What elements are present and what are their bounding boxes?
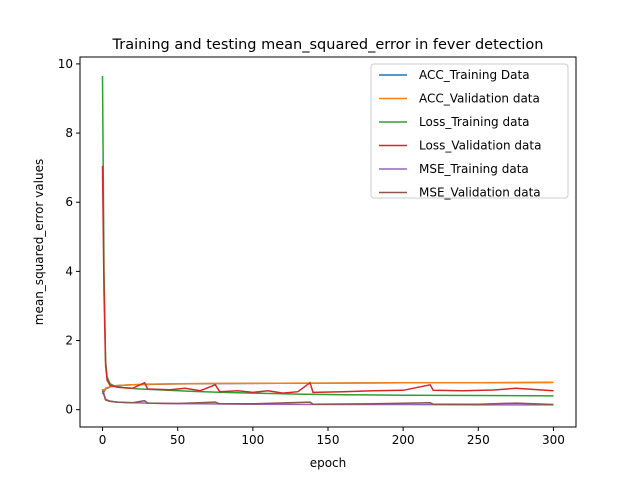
- y-tick-label: 0: [65, 403, 73, 417]
- x-axis: 0 50 100 150 200 250 300: [99, 427, 565, 447]
- legend-label: MSE_Training data: [419, 162, 529, 176]
- chart-title: Training and testing mean_squared_error …: [112, 37, 544, 53]
- legend-label: Loss_Training data: [419, 115, 530, 129]
- series-line-6: [101, 390, 554, 406]
- x-tick-label: 250: [467, 433, 490, 447]
- legend-label: Loss_Validation data: [419, 139, 541, 153]
- legend-label: ACC_Training Data: [419, 68, 530, 82]
- x-tick-label: 50: [170, 433, 185, 447]
- y-tick-label: 8: [65, 126, 73, 140]
- y-tick-label: 4: [65, 264, 73, 278]
- legend-box: [370, 63, 569, 199]
- y-tick-label: 10: [58, 57, 73, 71]
- x-tick-label: 300: [542, 433, 565, 447]
- x-tick-label: 150: [317, 433, 340, 447]
- y-tick-label: 2: [65, 334, 73, 348]
- y-axis: 0 2 4 6 8 10: [58, 57, 80, 417]
- legend-label: ACC_Validation data: [419, 92, 540, 106]
- x-tick-label: 200: [392, 433, 415, 447]
- legend: ACC_Training Data ACC_Validation data Loss…: [370, 63, 569, 200]
- series-group: [101, 75, 554, 406]
- x-tick-label: 0: [99, 433, 107, 447]
- legend-label: MSE_Validation data: [419, 186, 541, 200]
- series-line-4: [101, 165, 554, 394]
- x-axis-label: epoch: [310, 456, 347, 470]
- x-tick-label: 100: [241, 433, 264, 447]
- y-tick-label: 6: [65, 195, 73, 209]
- y-axis-label: mean_squared_error values: [32, 159, 46, 325]
